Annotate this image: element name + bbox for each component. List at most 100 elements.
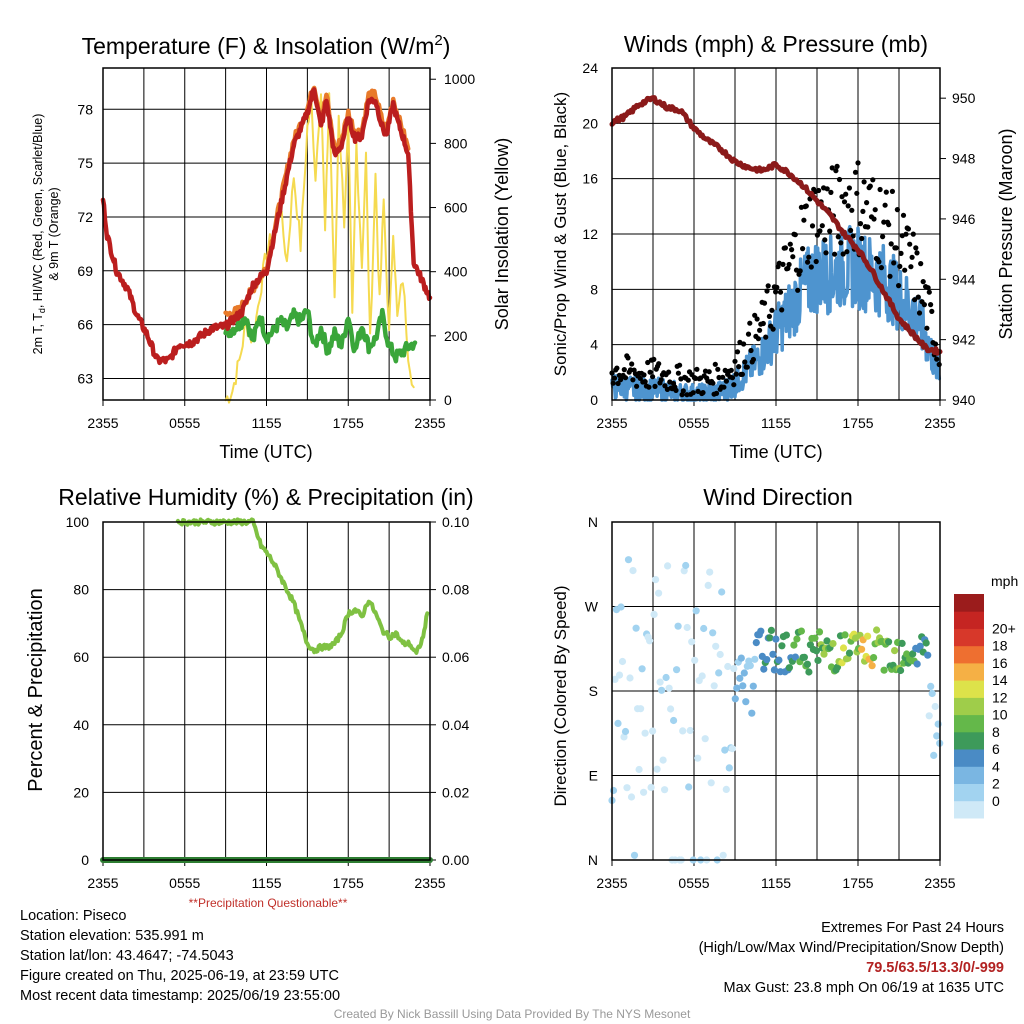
gust-point	[813, 258, 819, 265]
direction-point	[927, 682, 935, 691]
gust-point	[646, 384, 652, 390]
gust-point	[897, 263, 903, 269]
gust-point	[886, 222, 892, 228]
direction-point	[626, 674, 634, 682]
gust-point	[752, 312, 758, 318]
gust-point	[823, 250, 829, 256]
gust-point	[673, 387, 679, 393]
gust-point	[779, 307, 785, 313]
direction-point	[797, 627, 806, 635]
x-tick-label: 2355	[596, 875, 627, 891]
direction-point	[785, 664, 794, 672]
gust-point	[843, 191, 849, 197]
credit-line: Created By Nick Bassill Using Data Provi…	[333, 1007, 691, 1021]
direction-point	[635, 765, 643, 774]
gust-point	[902, 267, 908, 273]
colorbar-swatch	[954, 714, 984, 733]
panel-title: Temperature (F) & Insolation (W/m2)	[82, 32, 451, 59]
direction-point	[618, 657, 627, 666]
colorbar-swatch	[954, 731, 984, 750]
panel-wind-direction: 2355 0555 1155 1755 2355 N E S W N Wind Direction D…	[551, 484, 1018, 891]
gust-point	[845, 203, 851, 209]
gust-point	[706, 369, 712, 375]
colorbar-label: 8	[992, 724, 1000, 740]
direction-point	[790, 641, 798, 649]
gust-point	[828, 189, 834, 195]
direction-point	[742, 698, 750, 706]
direction-point	[724, 662, 732, 671]
gust-point	[625, 355, 631, 361]
gust-point	[872, 207, 878, 213]
y-tick-label: N	[588, 852, 598, 868]
gust-point	[777, 289, 784, 295]
gust-point	[841, 199, 848, 205]
y-tick-label: 8	[590, 281, 598, 297]
panel-temperature: 2355 0555 1155 1755 2355 63 66 69 72 75 78 0 200 400 6…	[31, 32, 512, 462]
direction-point	[769, 650, 777, 658]
x-tick-label: 2355	[414, 875, 445, 891]
direction-point	[623, 784, 631, 792]
direction-point	[674, 622, 682, 630]
direction-point	[815, 628, 824, 636]
gust-point	[896, 283, 902, 289]
gust-point	[766, 313, 773, 319]
gust-point	[750, 356, 757, 363]
y-right-tick-label: 400	[444, 264, 468, 280]
gust-point	[846, 185, 853, 191]
direction-point	[655, 589, 663, 597]
y-axis-label-2: & 9m T (Orange)	[47, 187, 61, 280]
gust-point	[870, 177, 876, 183]
direction-point	[665, 684, 673, 692]
direction-point	[620, 733, 628, 741]
gust-point	[713, 390, 720, 396]
direction-point	[898, 639, 906, 648]
gust-point	[721, 384, 727, 390]
station-latlon: Station lat/lon: 43.4647; -74.5043	[20, 948, 234, 964]
gust-point	[774, 284, 780, 290]
x-tick-label: 0555	[678, 415, 709, 431]
gust-point	[926, 289, 932, 295]
gust-point	[641, 372, 647, 378]
plot-border	[102, 67, 431, 401]
gust-point	[871, 216, 877, 222]
gust-point	[805, 259, 811, 265]
station-elevation: Station elevation: 535.991 m	[20, 928, 204, 944]
direction-point	[916, 642, 924, 650]
gust-point	[731, 382, 737, 388]
gust-point	[732, 358, 738, 364]
gust-point	[795, 287, 801, 293]
direction-point	[800, 653, 809, 661]
y-tick-label: 75	[77, 155, 93, 171]
gust-point	[829, 165, 835, 171]
direction-point	[624, 556, 633, 564]
direction-point	[733, 684, 741, 692]
direction-point	[649, 727, 657, 735]
direction-point	[629, 567, 637, 575]
gust-point	[834, 163, 840, 169]
gust-point	[765, 283, 771, 289]
direction-point	[725, 764, 733, 772]
gust-point	[716, 374, 722, 381]
gust-point	[836, 176, 843, 183]
direction-point	[659, 756, 667, 764]
gust-point	[861, 179, 867, 185]
y-tick-label: S	[589, 683, 598, 699]
direction-point	[841, 631, 849, 639]
y-tick-label: 16	[582, 171, 598, 187]
gust-point	[888, 241, 894, 247]
direction-point	[829, 640, 837, 648]
direction-point	[661, 786, 669, 794]
direction-point	[701, 735, 709, 743]
y-axis-label: Direction (Colored By Speed)	[551, 585, 570, 806]
direction-point	[739, 682, 747, 690]
direction-point	[650, 610, 658, 619]
gust-point	[710, 380, 716, 386]
direction-point	[683, 623, 691, 632]
direction-point	[933, 732, 941, 740]
direction-point	[615, 671, 624, 679]
gust-point	[880, 234, 886, 240]
direction-point	[731, 695, 739, 703]
direction-point	[858, 645, 866, 653]
gust-point	[615, 380, 621, 387]
colorbar-swatch	[954, 800, 984, 819]
